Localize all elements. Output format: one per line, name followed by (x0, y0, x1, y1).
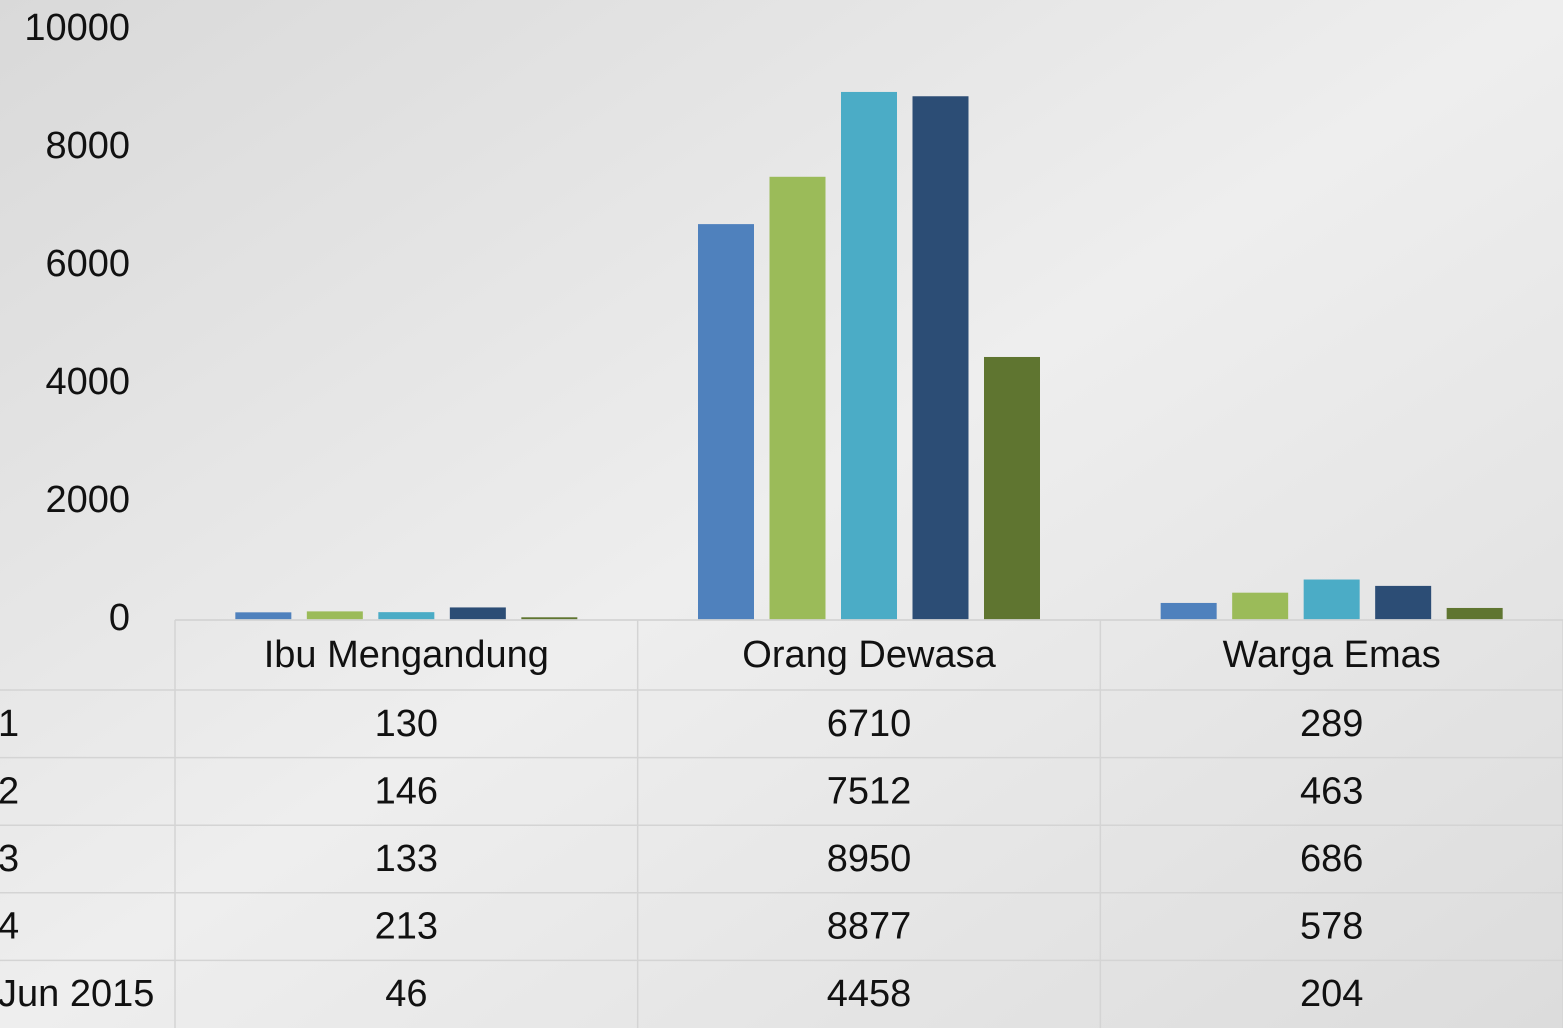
bar (1375, 586, 1431, 620)
bar (984, 357, 1040, 620)
table-value: 146 (375, 770, 438, 812)
y-tick-label: 8000 (45, 125, 130, 167)
legend-label: 2 (0, 770, 19, 812)
x-tick-label: Orang Dewasa (742, 634, 996, 676)
table-value: 7512 (827, 770, 912, 812)
table-value: 46 (385, 973, 427, 1015)
bar (307, 611, 363, 620)
bar (450, 607, 506, 620)
table-value: 213 (375, 906, 438, 948)
bar (378, 612, 434, 620)
legend-label: 3 (0, 838, 19, 880)
y-tick-label: 6000 (45, 243, 130, 285)
bar (913, 96, 969, 620)
table-value: 6710 (827, 703, 912, 745)
bar (698, 224, 754, 620)
bar (1161, 603, 1217, 620)
bar (770, 177, 826, 620)
table-value: 8877 (827, 906, 912, 948)
legend-label: Jun 2015 (0, 973, 154, 1015)
table-value: 686 (1300, 838, 1363, 880)
y-tick-label: 10000 (24, 7, 130, 49)
table-value: 8950 (827, 838, 912, 880)
y-tick-label: 4000 (45, 361, 130, 403)
table-value: 289 (1300, 703, 1363, 745)
legend-label: 4 (0, 906, 19, 948)
table-value: 578 (1300, 906, 1363, 948)
bar (841, 92, 897, 620)
table-value: 204 (1300, 973, 1363, 1015)
table-value: 133 (375, 838, 438, 880)
bar (1232, 593, 1288, 620)
table-value: 4458 (827, 973, 912, 1015)
chart: 0 2000 4000 6000 8000 10000 Ibu Mengandung Oran… (0, 0, 1563, 1028)
x-tick-label: Ibu Mengandung (264, 634, 549, 676)
bar (1447, 608, 1503, 620)
y-tick-label: 2000 (45, 479, 130, 521)
table-value: 463 (1300, 770, 1363, 812)
table-value: 130 (375, 703, 438, 745)
y-tick-label: 0 (109, 597, 130, 639)
bar (235, 612, 291, 620)
bar (1304, 580, 1360, 620)
x-tick-label: Warga Emas (1223, 634, 1441, 676)
legend-label: 1 (0, 703, 19, 745)
